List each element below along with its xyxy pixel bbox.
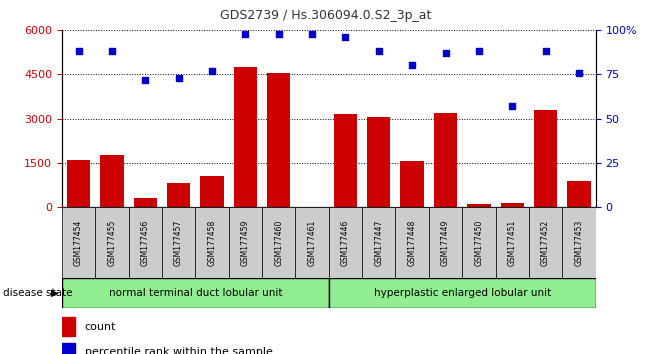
Point	[574, 70, 584, 75]
Point	[173, 75, 184, 81]
Bar	[434, 113, 457, 207]
Bar	[362, 207, 396, 278]
Text: GSM177450: GSM177450	[475, 219, 484, 266]
Text: GSM177456: GSM177456	[141, 219, 150, 266]
Point	[307, 31, 317, 36]
Bar	[62, 278, 329, 308]
Bar	[467, 204, 491, 207]
Text: GSM177455: GSM177455	[107, 219, 117, 266]
Text: GSM177448: GSM177448	[408, 219, 417, 266]
Bar	[162, 207, 195, 278]
Bar	[62, 343, 75, 354]
Bar	[400, 161, 424, 207]
Bar	[367, 117, 391, 207]
Bar	[296, 207, 329, 278]
Point	[207, 68, 217, 74]
Text: percentile rank within the sample: percentile rank within the sample	[85, 347, 273, 354]
Text: GSM177457: GSM177457	[174, 219, 183, 266]
Point	[240, 31, 251, 36]
Text: count: count	[85, 321, 116, 332]
Point	[74, 48, 84, 54]
Text: GSM177459: GSM177459	[241, 219, 250, 266]
Text: disease state: disease state	[3, 288, 73, 298]
Bar	[462, 207, 495, 278]
Bar	[529, 207, 562, 278]
Bar	[534, 110, 557, 207]
Text: GSM177458: GSM177458	[208, 219, 217, 266]
Bar	[329, 207, 362, 278]
Bar	[167, 183, 190, 207]
Text: GSM177452: GSM177452	[541, 219, 550, 266]
Bar	[62, 318, 75, 336]
Bar	[267, 73, 290, 207]
Point	[374, 48, 384, 54]
Text: GSM177461: GSM177461	[307, 219, 316, 266]
Text: ▶: ▶	[51, 288, 59, 298]
Bar	[501, 202, 524, 207]
Bar	[229, 207, 262, 278]
Text: GDS2739 / Hs.306094.0.S2_3p_at: GDS2739 / Hs.306094.0.S2_3p_at	[220, 9, 431, 22]
Point	[273, 31, 284, 36]
Text: GSM177451: GSM177451	[508, 219, 517, 266]
Bar	[329, 278, 596, 308]
Text: GSM177447: GSM177447	[374, 219, 383, 266]
Bar	[67, 160, 90, 207]
Point	[474, 48, 484, 54]
Bar	[334, 114, 357, 207]
Bar	[95, 207, 129, 278]
Bar	[62, 207, 95, 278]
Text: GSM177454: GSM177454	[74, 219, 83, 266]
Bar	[234, 67, 257, 207]
Bar	[262, 207, 296, 278]
Text: hyperplastic enlarged lobular unit: hyperplastic enlarged lobular unit	[374, 288, 551, 298]
Bar	[128, 207, 162, 278]
Point	[140, 77, 150, 82]
Bar	[201, 176, 224, 207]
Point	[340, 34, 351, 40]
Point	[507, 103, 518, 109]
Text: GSM177453: GSM177453	[574, 219, 583, 266]
Bar	[100, 155, 124, 207]
Text: GSM177449: GSM177449	[441, 219, 450, 266]
Text: GSM177446: GSM177446	[341, 219, 350, 266]
Point	[107, 48, 117, 54]
Point	[540, 48, 551, 54]
Bar	[195, 207, 229, 278]
Bar	[495, 207, 529, 278]
Text: normal terminal duct lobular unit: normal terminal duct lobular unit	[109, 288, 282, 298]
Point	[440, 50, 450, 56]
Bar	[429, 207, 462, 278]
Point	[407, 63, 417, 68]
Bar	[133, 198, 157, 207]
Bar	[562, 207, 596, 278]
Text: GSM177460: GSM177460	[274, 219, 283, 266]
Bar	[396, 207, 429, 278]
Bar	[567, 181, 590, 207]
